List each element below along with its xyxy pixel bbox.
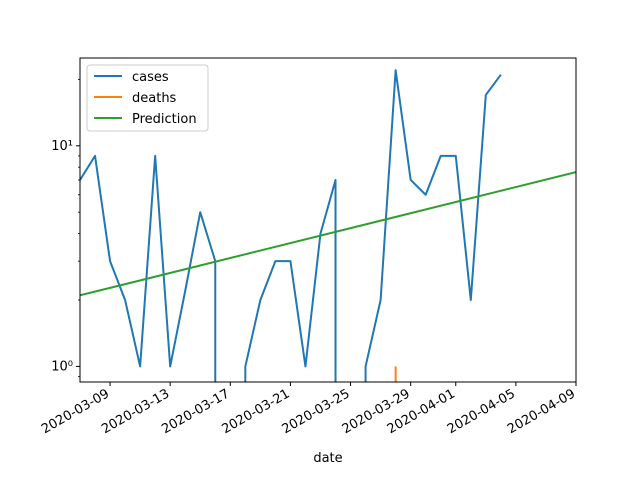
y-axis: 10⁰ 10¹ bbox=[51, 78, 80, 377]
legend-label-deaths: deaths bbox=[132, 91, 177, 106]
plot-area-frame bbox=[79, 57, 577, 383]
legend-label-cases: cases bbox=[132, 70, 169, 85]
series-line-prediction bbox=[80, 171, 576, 297]
y-tick-label: 10⁰ bbox=[51, 359, 73, 374]
series-line-cases bbox=[80, 69, 502, 382]
legend-label-prediction: Prediction bbox=[132, 112, 197, 127]
x-axis-label: date bbox=[313, 451, 342, 466]
y-tick-label: 10¹ bbox=[51, 139, 73, 154]
legend-box bbox=[86, 64, 209, 132]
legend: cases deaths Prediction bbox=[86, 64, 209, 132]
plot-lines bbox=[80, 69, 576, 382]
